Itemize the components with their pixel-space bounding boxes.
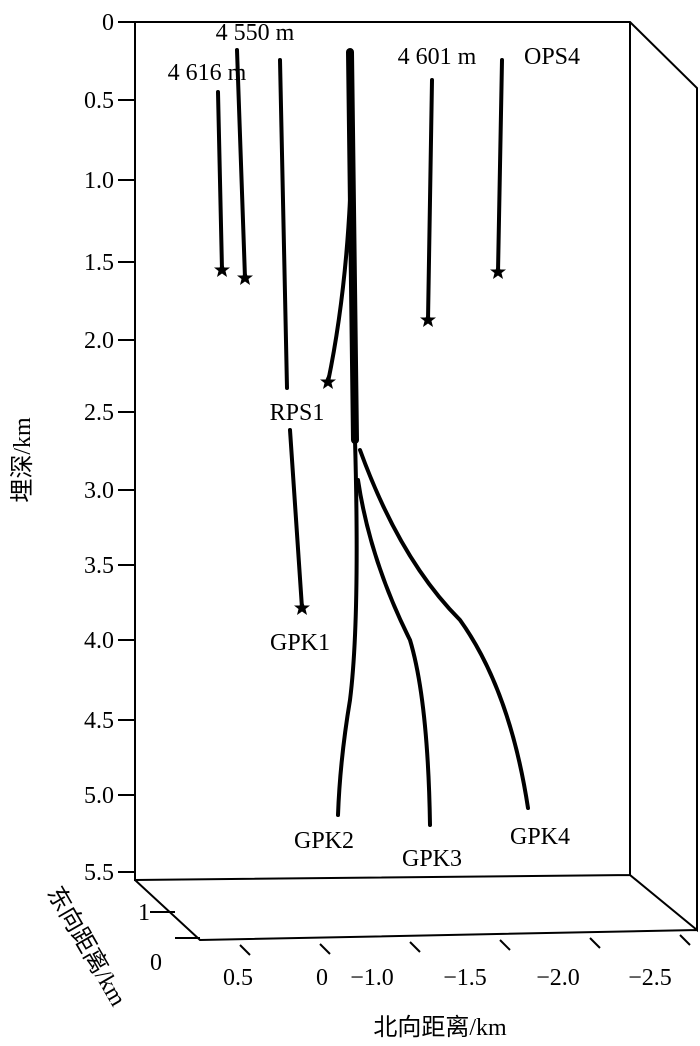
well-label: GPK2 (294, 828, 354, 854)
well-label: RPS1 (270, 400, 325, 426)
depth-tick: 0 (102, 10, 114, 36)
north-axis-title: 北向距离/km (373, 1014, 507, 1041)
depth-tick: 5.5 (84, 860, 114, 886)
depth-tick: 4.5 (84, 708, 114, 734)
well-label: GPK3 (402, 846, 462, 872)
depth-tick: 5.0 (84, 783, 114, 809)
depth-tick: 4.0 (84, 628, 114, 654)
depth-tick: 2.0 (84, 328, 114, 354)
well-label: OPS4 (524, 44, 580, 70)
well-label: GPK4 (510, 824, 570, 850)
depth-tick: 3.0 (84, 478, 114, 504)
north-tick: 0 (316, 965, 328, 991)
depth-tick: 2.5 (84, 400, 114, 426)
depth-axis-title: 埋深/km (9, 417, 36, 503)
north-tick: −1.5 (443, 965, 487, 991)
east-tick: 0 (150, 950, 162, 976)
north-tick: 0.5 (223, 965, 253, 991)
depth-tick: 1.0 (84, 168, 114, 194)
well-label: 4 616 m (168, 60, 247, 86)
well-label: GPK1 (270, 630, 330, 656)
north-tick: −2.0 (536, 965, 580, 991)
well-label: 4 550 m (216, 20, 295, 46)
wells (214, 48, 530, 827)
frame (118, 21, 698, 956)
north-tick: −2.5 (628, 965, 672, 991)
depth-tick: 3.5 (84, 553, 114, 579)
depth-tick: 0.5 (84, 88, 114, 114)
east-tick: 1 (138, 900, 150, 926)
depth-tick: 1.5 (84, 250, 114, 276)
well-label: 4 601 m (398, 44, 477, 70)
east-axis-title: 东向距离/km (41, 882, 131, 1011)
north-tick: −1.0 (350, 965, 394, 991)
